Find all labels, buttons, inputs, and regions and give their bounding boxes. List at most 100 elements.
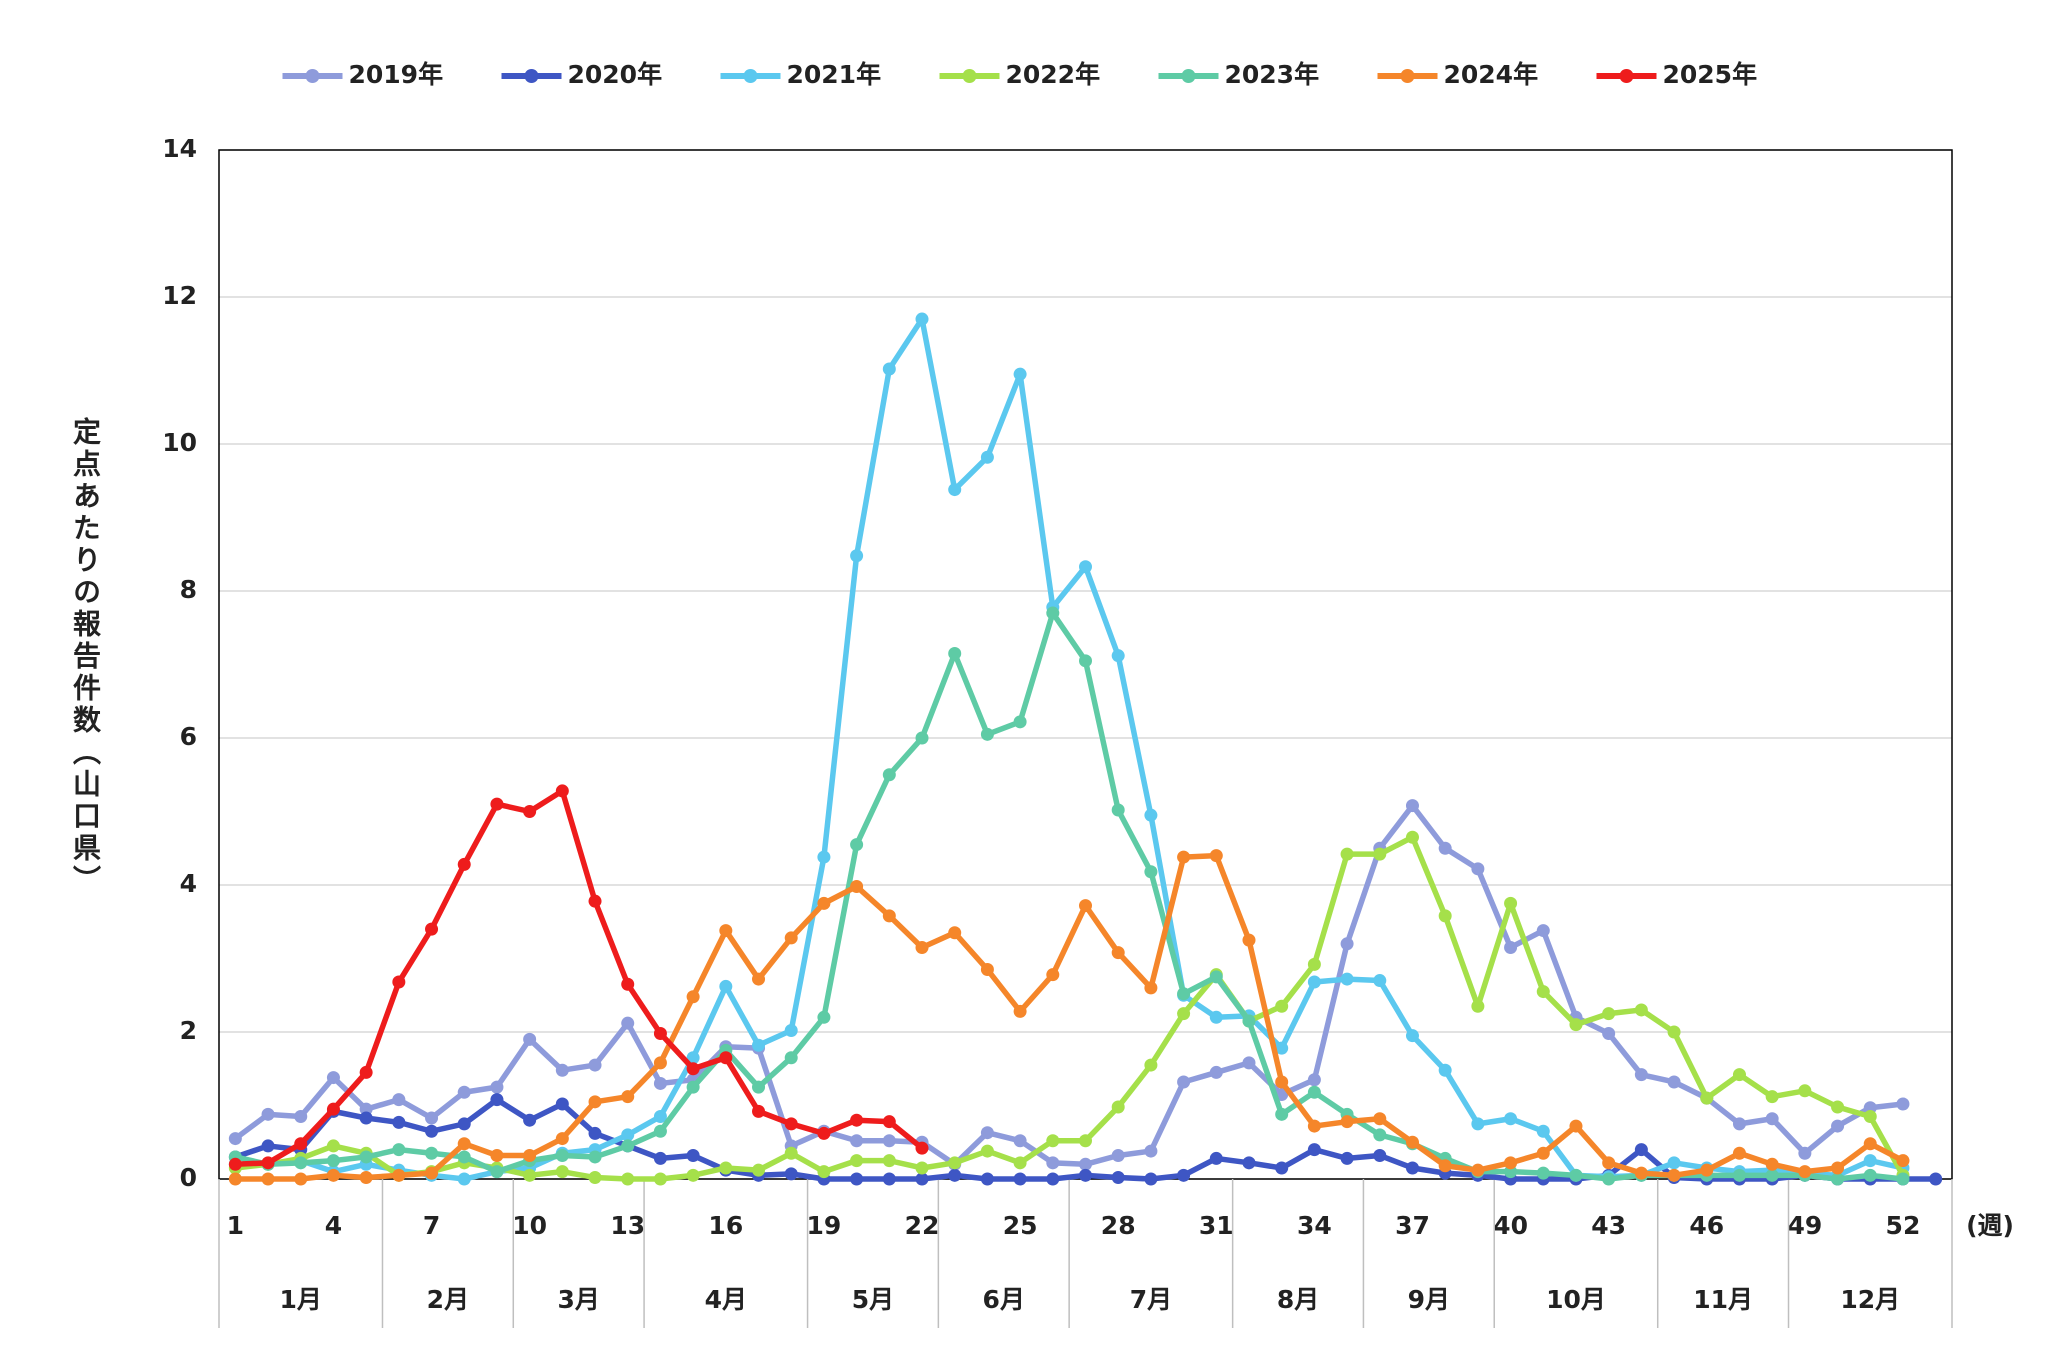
data-point — [1079, 1157, 1092, 1171]
data-point — [326, 1139, 340, 1153]
data-point — [850, 1154, 864, 1168]
data-point — [326, 1102, 340, 1116]
month-label: 8月 — [1277, 1285, 1319, 1314]
data-point — [1667, 1025, 1681, 1039]
data-point — [1438, 1159, 1452, 1173]
data-point — [850, 1113, 864, 1127]
data-point — [1569, 1119, 1583, 1133]
data-point — [653, 1124, 667, 1138]
data-point — [948, 1168, 962, 1182]
month-label: 7月 — [1130, 1285, 1172, 1314]
data-point — [686, 1080, 700, 1094]
month-label: 1月 — [280, 1285, 322, 1314]
data-point — [457, 1137, 471, 1151]
data-point — [850, 1134, 864, 1148]
data-point — [686, 1051, 700, 1065]
data-point — [784, 1117, 798, 1131]
data-point — [1013, 1004, 1027, 1018]
data-point — [1798, 1165, 1812, 1179]
data-point — [1046, 606, 1060, 620]
data-point — [817, 896, 831, 910]
data-point — [490, 1148, 504, 1162]
y-tick-label: 0 — [180, 1163, 197, 1192]
x-tick-label: 13 — [610, 1211, 645, 1240]
data-point — [653, 1076, 667, 1090]
legend-label: 2019年 — [349, 60, 444, 89]
data-point — [588, 1171, 602, 1185]
data-point — [1438, 841, 1452, 855]
data-point — [686, 1062, 700, 1076]
data-point — [294, 1137, 308, 1151]
data-point — [882, 1154, 896, 1168]
data-point — [686, 1148, 700, 1162]
data-point — [752, 1104, 766, 1118]
data-point — [1111, 649, 1125, 663]
data-point — [1340, 972, 1354, 986]
data-point — [1896, 1154, 1910, 1168]
data-point — [784, 1051, 798, 1065]
data-point — [1373, 974, 1387, 988]
data-point — [326, 1168, 340, 1182]
data-point — [555, 1097, 569, 1111]
data-point — [359, 1065, 373, 1079]
data-point — [1373, 1128, 1387, 1142]
data-point — [1863, 1154, 1877, 1168]
x-tick-label: 40 — [1493, 1211, 1528, 1240]
data-point — [653, 1172, 667, 1186]
legend-marker — [305, 69, 320, 83]
data-point — [1504, 1112, 1518, 1126]
y-tick-label: 8 — [180, 575, 197, 604]
data-point — [457, 1150, 471, 1164]
data-point — [555, 1165, 569, 1179]
data-point — [490, 1080, 504, 1094]
data-point — [1504, 896, 1518, 910]
data-point — [1340, 1151, 1354, 1165]
month-label: 10月 — [1546, 1285, 1606, 1314]
month-label: 6月 — [983, 1285, 1025, 1314]
data-point — [1471, 862, 1485, 876]
data-point — [1536, 924, 1550, 938]
data-point — [588, 1150, 602, 1164]
data-point — [457, 1172, 471, 1186]
data-point — [1275, 1161, 1289, 1175]
data-point — [555, 1132, 569, 1146]
data-point — [1863, 1110, 1877, 1124]
data-point — [817, 850, 831, 864]
data-point — [1242, 1014, 1256, 1028]
data-point — [1831, 1161, 1845, 1175]
data-point — [1700, 1163, 1714, 1177]
data-point — [261, 1172, 275, 1186]
data-point — [359, 1171, 373, 1185]
data-point — [1209, 970, 1223, 984]
data-point — [1013, 367, 1027, 381]
data-point — [425, 1166, 439, 1180]
data-point — [1111, 803, 1125, 817]
data-point — [719, 1051, 733, 1065]
month-label: 5月 — [852, 1285, 894, 1314]
month-label: 2月 — [427, 1285, 469, 1314]
data-point — [1340, 937, 1354, 951]
data-point — [1602, 1156, 1616, 1170]
data-point — [1111, 946, 1125, 960]
data-point — [1275, 1075, 1289, 1089]
data-point — [980, 1126, 994, 1140]
data-point — [1144, 1144, 1158, 1158]
data-point — [1079, 654, 1092, 668]
data-point — [359, 1111, 373, 1125]
data-point — [915, 1172, 929, 1186]
data-point — [490, 1093, 504, 1107]
data-point — [1863, 1168, 1877, 1182]
data-point — [850, 549, 864, 563]
x-tick-label: 52 — [1886, 1211, 1921, 1240]
x-tick-label: 16 — [708, 1211, 743, 1240]
data-point — [915, 731, 929, 745]
data-point — [1405, 830, 1419, 844]
data-point — [752, 1163, 766, 1177]
y-tick-label: 14 — [162, 134, 197, 163]
data-point — [980, 1172, 994, 1186]
data-point — [1013, 715, 1027, 729]
data-point — [425, 1124, 439, 1138]
data-point — [1732, 1117, 1746, 1131]
data-point — [1634, 1166, 1648, 1180]
data-point — [1471, 1163, 1485, 1177]
